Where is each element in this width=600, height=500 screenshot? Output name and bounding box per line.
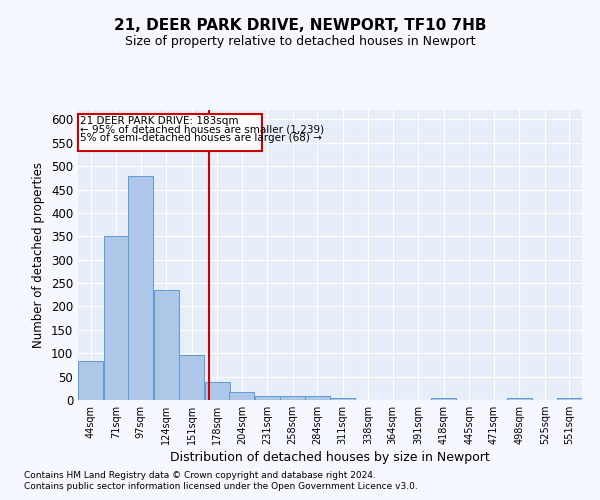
Bar: [104, 236, 129, 400]
FancyBboxPatch shape: [78, 114, 262, 150]
Bar: [506, 398, 532, 400]
Bar: [205, 382, 230, 400]
Text: 5% of semi-detached houses are larger (68) →: 5% of semi-detached houses are larger (6…: [80, 133, 322, 143]
Y-axis label: Number of detached properties: Number of detached properties: [32, 162, 46, 348]
Text: 21 DEER PARK DRIVE: 183sqm: 21 DEER PARK DRIVE: 183sqm: [80, 116, 238, 126]
Bar: [78, 361, 103, 400]
Bar: [229, 392, 254, 400]
Text: ← 95% of detached houses are smaller (1,239): ← 95% of detached houses are smaller (1,…: [80, 124, 324, 134]
Text: Contains public sector information licensed under the Open Government Licence v3: Contains public sector information licen…: [24, 482, 418, 491]
Bar: [179, 354, 205, 400]
Bar: [330, 398, 355, 400]
Bar: [431, 398, 457, 400]
Bar: [280, 396, 305, 400]
Text: 21, DEER PARK DRIVE, NEWPORT, TF10 7HB: 21, DEER PARK DRIVE, NEWPORT, TF10 7HB: [114, 18, 486, 32]
Text: Size of property relative to detached houses in Newport: Size of property relative to detached ho…: [125, 35, 475, 48]
Bar: [305, 396, 330, 400]
Text: Distribution of detached houses by size in Newport: Distribution of detached houses by size …: [170, 451, 490, 464]
Bar: [128, 176, 154, 400]
Text: Contains HM Land Registry data © Crown copyright and database right 2024.: Contains HM Land Registry data © Crown c…: [24, 471, 376, 480]
Bar: [154, 290, 179, 400]
Bar: [557, 398, 582, 400]
Bar: [254, 396, 280, 400]
